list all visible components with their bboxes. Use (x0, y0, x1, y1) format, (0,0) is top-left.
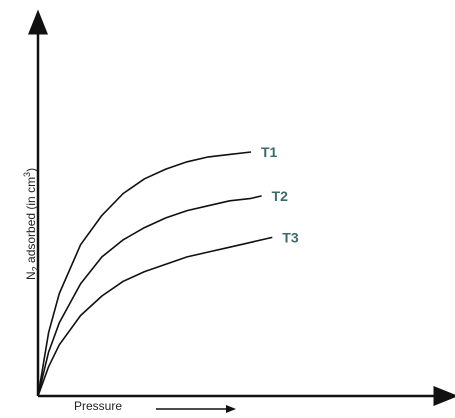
series-line-t2 (37, 195, 262, 397)
x-axis-label: Pressure (74, 399, 123, 413)
series-label-t1: T1 (261, 144, 278, 160)
y-axis-label: N2 adsorbed (in cm3) (22, 167, 41, 280)
pressure-arrow-head (226, 405, 236, 413)
series-line-t1 (37, 151, 252, 397)
series-label-t2: T2 (272, 188, 289, 204)
series-label-t3: T3 (282, 229, 299, 245)
series-line-t3 (37, 236, 273, 397)
